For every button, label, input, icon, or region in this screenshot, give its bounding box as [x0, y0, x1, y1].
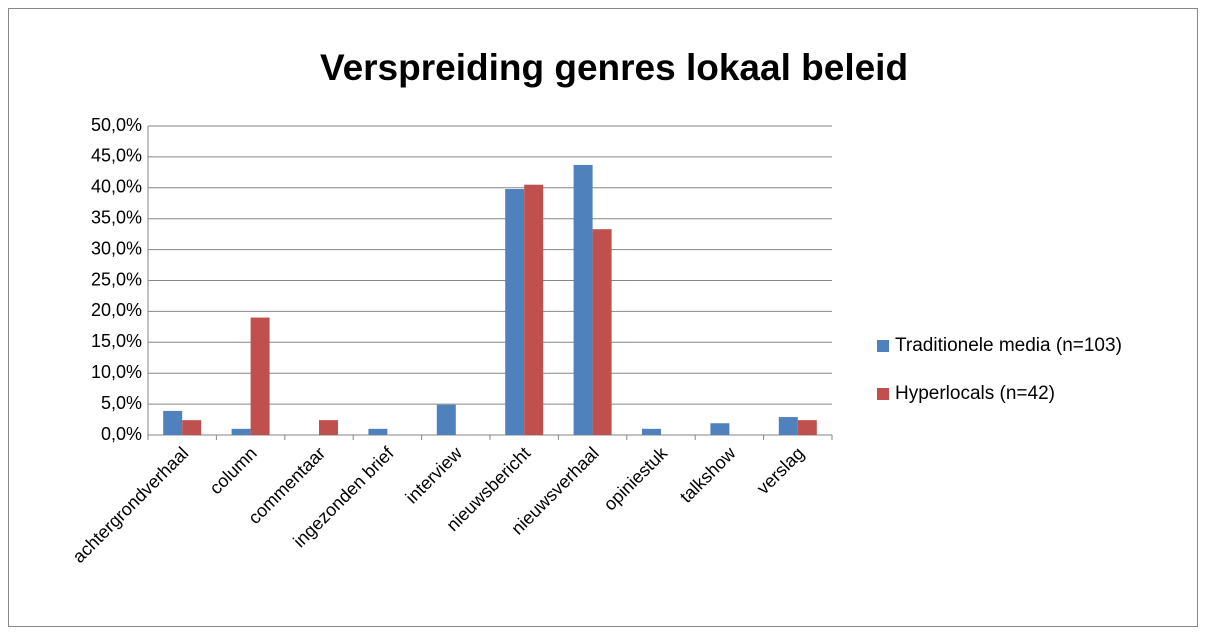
y-tick-label: 45,0% [91, 146, 142, 166]
y-tick-label: 30,0% [91, 238, 142, 258]
bar [505, 189, 525, 435]
y-tick-label: 50,0% [91, 115, 142, 135]
legend-label: Traditionele media (n=103) [895, 335, 1122, 356]
legend-swatch [877, 340, 889, 352]
y-tick-label: 0,0% [101, 424, 142, 444]
bar [182, 420, 202, 435]
bar [231, 428, 251, 435]
y-tick-label: 40,0% [91, 177, 142, 197]
bar [778, 417, 798, 435]
bar [250, 317, 270, 435]
bar [592, 229, 612, 435]
bar [797, 420, 817, 435]
legend-swatch [877, 388, 889, 400]
bar [368, 428, 388, 435]
legend-label: Hyperlocals (n=42) [895, 383, 1055, 404]
y-tick-label: 10,0% [91, 362, 142, 382]
bar [524, 184, 544, 435]
bar [710, 423, 730, 435]
bar [436, 404, 456, 435]
y-tick-label: 15,0% [91, 331, 142, 351]
y-tick-label: 20,0% [91, 300, 142, 320]
bar [642, 428, 661, 435]
chart-title: Verspreiding genres lokaal beleid [320, 47, 908, 88]
bar [573, 164, 593, 435]
y-tick-label: 35,0% [91, 207, 142, 227]
y-tick-label: 25,0% [91, 269, 142, 289]
bar [163, 410, 183, 435]
bar [319, 420, 338, 435]
y-tick-label: 5,0% [101, 393, 142, 413]
